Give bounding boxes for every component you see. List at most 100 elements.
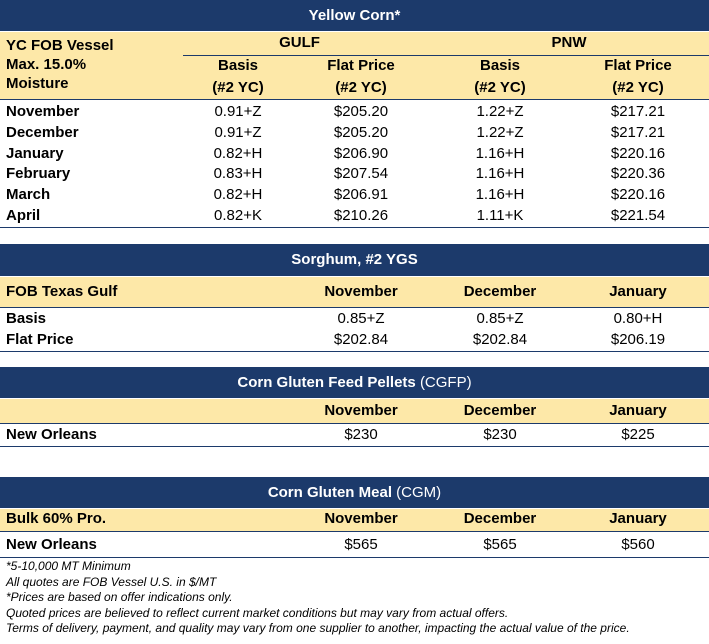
row-label: New Orleans <box>6 536 97 553</box>
cell: $206.91 <box>333 186 389 204</box>
cell: 0.82+H <box>213 186 263 204</box>
row-label: Flat Price <box>6 331 74 348</box>
cell: $202.84 <box>472 331 528 348</box>
footnote: Terms of delivery, payment, and quality … <box>6 621 630 635</box>
row-label: December <box>6 123 79 141</box>
row-label: Moisture <box>6 75 69 92</box>
rule <box>0 557 709 558</box>
title-text: Sorghum, #2 YGS <box>291 251 418 268</box>
section-title-bar <box>0 0 709 31</box>
column-header: January <box>609 283 667 300</box>
row-label: Max. 15.0% <box>6 56 87 73</box>
footnote: Quoted prices are believed to reflect cu… <box>6 605 509 620</box>
section-title-bar <box>0 367 709 398</box>
rule <box>0 227 709 228</box>
section-title-bar <box>0 477 709 508</box>
column-header: Basis <box>479 57 521 74</box>
cell: 1.16+H <box>475 144 525 162</box>
title-suffix: (CGFP) <box>419 373 472 391</box>
row-label: February <box>6 165 71 183</box>
cell: 0.91+Z <box>214 123 262 141</box>
section-title-bar <box>0 244 709 276</box>
column-header: Flat Price <box>604 57 672 74</box>
cell: $230 <box>344 426 378 443</box>
row-label: Bulk 60% Pro. <box>6 510 107 527</box>
cell: $225 <box>621 426 655 443</box>
footnote: *5-10,000 MT Minimum <box>6 559 131 573</box>
column-header: December <box>463 402 537 419</box>
section-title: Sorghum, #2 YGS <box>0 250 709 270</box>
cell: $565 <box>483 536 517 553</box>
cell: $217.21 <box>610 103 666 120</box>
column-header: December <box>463 510 537 527</box>
column-header: Basis <box>217 57 259 74</box>
rule <box>0 446 709 447</box>
rule <box>0 423 709 424</box>
section-title: Corn Gluten Meal (CGM) <box>0 483 709 503</box>
title-text: Corn Gluten Feed Pellets <box>237 373 416 391</box>
column-header: December <box>463 283 537 300</box>
group-rule <box>183 55 709 56</box>
footnote: All quotes are FOB Vessel U.S. in $/MT <box>6 574 217 589</box>
column-header: (#2 YC) <box>335 79 387 96</box>
cell: $205.20 <box>333 123 389 141</box>
rule <box>0 351 709 352</box>
title-suffix: (CGM) <box>396 483 442 501</box>
cell: $221.54 <box>610 207 666 224</box>
header-band <box>0 277 709 307</box>
cell: 0.83+H <box>213 165 263 183</box>
rule <box>0 307 709 308</box>
group-header: PNW <box>551 34 587 51</box>
row-label: FOB Texas Gulf <box>6 283 118 300</box>
cell: $220.16 <box>610 144 666 162</box>
cell: $220.16 <box>610 186 666 204</box>
cell: $565 <box>344 536 378 553</box>
rule <box>0 531 709 532</box>
cell: $560 <box>621 536 655 553</box>
row-label: March <box>6 186 51 204</box>
cell: 0.80+H <box>613 310 663 327</box>
cell: $210.26 <box>333 207 389 224</box>
cell: $220.36 <box>610 165 666 183</box>
title-text: Yellow Corn* <box>308 6 401 24</box>
row-label: November <box>6 103 80 120</box>
column-header: November <box>324 510 398 527</box>
header-band <box>0 32 709 99</box>
row-label: April <box>6 207 41 224</box>
cell: 1.22+Z <box>476 123 524 141</box>
cell: $207.54 <box>333 165 389 183</box>
cell: 1.16+H <box>475 186 525 204</box>
column-header: (#2 YC) <box>212 79 264 96</box>
row-label: New Orleans <box>6 426 97 443</box>
row-label: YC FOB Vessel <box>6 37 114 54</box>
cell: 1.16+H <box>475 165 525 183</box>
cell: 1.22+Z <box>476 103 524 120</box>
cell: $205.20 <box>333 103 389 120</box>
cell: $230 <box>483 426 517 443</box>
column-header: November <box>324 283 398 300</box>
cell: $217.21 <box>610 123 666 141</box>
column-header: Flat Price <box>327 57 395 74</box>
column-header: (#2 YC) <box>474 79 526 96</box>
cell: $206.19 <box>610 331 666 348</box>
group-header: GULF <box>279 34 320 51</box>
section-title: Yellow Corn* <box>0 6 709 26</box>
header-band <box>0 509 709 531</box>
column-header: November <box>324 402 398 419</box>
title-text: Corn Gluten Meal <box>267 483 392 501</box>
column-header: January <box>609 510 667 527</box>
footnote: *Prices are based on offer indications o… <box>6 590 233 604</box>
cell: 0.85+Z <box>337 310 385 327</box>
cell: $206.90 <box>333 144 389 162</box>
cell: 1.11+K <box>476 207 524 224</box>
cell: 0.85+Z <box>476 310 524 327</box>
header-band <box>0 399 709 423</box>
section-title: Corn Gluten Feed Pellets (CGFP) <box>0 373 709 393</box>
row-label: January <box>6 144 64 162</box>
cell: $202.84 <box>333 331 389 348</box>
cell: 0.91+Z <box>214 103 262 120</box>
column-header: January <box>609 402 667 419</box>
column-header: (#2 YC) <box>612 79 664 96</box>
cell: 0.82+H <box>213 144 263 162</box>
